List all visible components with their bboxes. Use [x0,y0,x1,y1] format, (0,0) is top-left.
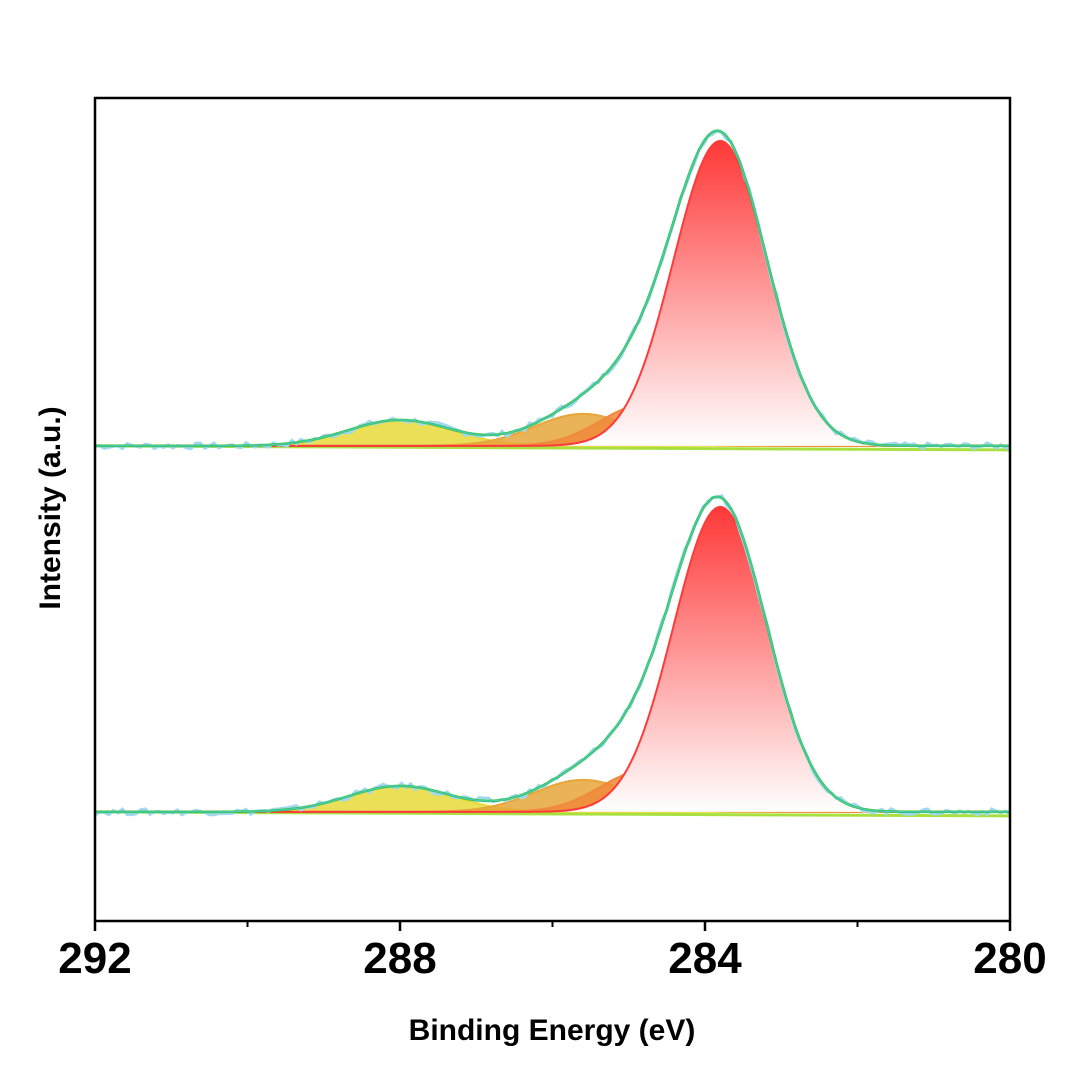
peak-C1-area-lower [95,506,1010,812]
panel-lower [94,493,1011,818]
peak-C4-area-upper [95,419,1010,446]
raw-data-lower [94,493,1011,817]
peak-C4-area-lower [95,785,1010,812]
x-tick-label: 280 [973,934,1046,983]
peak-C3-area-upper [95,413,1010,446]
panel-upper [94,129,1011,452]
y-axis-title: Intensity (a.u.) [34,406,67,609]
plot-area [94,129,1011,818]
peak-C1-area-upper [95,140,1010,446]
fit-lower [95,495,1010,813]
x-tick-label: 292 [58,934,131,983]
peak-C1-line-upper [95,139,1010,447]
fit-upper [95,129,1010,447]
x-axis: 292 288 284 280 [58,921,1047,983]
x-tick-label: 284 [668,934,742,983]
peak-C3-area-lower [95,779,1010,812]
x-tick-label: 288 [363,934,436,983]
peak-C1-line-lower [95,505,1010,813]
raw-data-upper [94,129,1011,451]
envelope-upper [95,129,1010,448]
x-axis-title: Binding Energy (eV) [409,1014,696,1047]
envelope-lower [95,495,1010,814]
